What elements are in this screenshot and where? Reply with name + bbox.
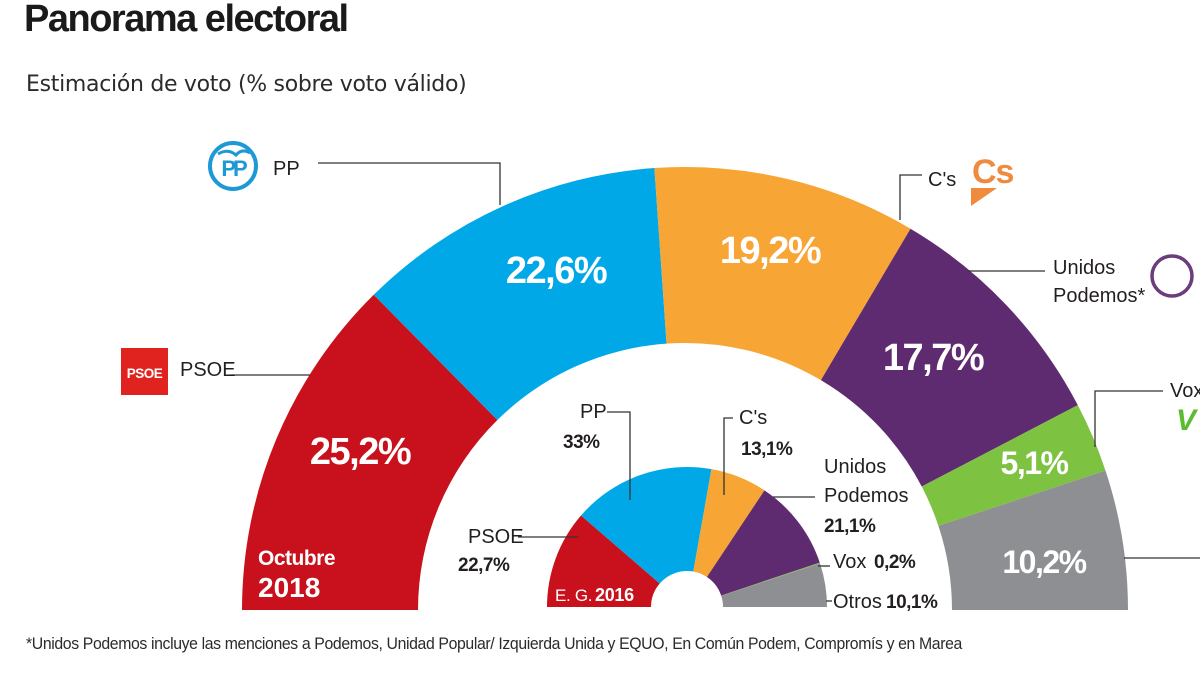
inner-value-psoe: 22,7% xyxy=(458,555,510,576)
value-label-cs-2018: 19,2% xyxy=(720,230,821,272)
inner-segment-pp xyxy=(580,466,712,584)
legend-label-vox: Vox xyxy=(1170,380,1200,402)
inner-segment-vox xyxy=(721,562,821,596)
inner-segment-unidos-podemos xyxy=(706,490,820,596)
inner-period-label-year: 2016 xyxy=(595,585,634,605)
inner-hemicycle-2016 xyxy=(547,466,827,607)
outer-segment-vox xyxy=(921,405,1106,526)
leader-vox-2018 xyxy=(1094,390,1163,447)
vox-logo-icon: V xyxy=(1176,404,1199,437)
inner-segment-psoe xyxy=(547,515,660,607)
leader-pp-2016 xyxy=(607,411,631,500)
psoe-logo-icon: PSOE xyxy=(121,348,168,395)
svg-text:PSOE: PSOE xyxy=(127,366,163,381)
inner-label-vox: Vox xyxy=(833,551,866,573)
outer-segment-unidos-podemos xyxy=(820,228,1078,487)
inner-label-otros: Otros xyxy=(833,591,882,613)
inner-label-podemos: Podemos xyxy=(824,485,909,507)
value-label-pp-2018: 22,6% xyxy=(506,250,607,292)
legend-label-unidos: Unidos xyxy=(1053,257,1115,279)
leader-cs-2016 xyxy=(723,417,733,495)
cs-logo-icon: Cs xyxy=(971,153,1015,206)
inner-label-pp: PP xyxy=(580,401,607,423)
legend-label-podemos: Podemos* xyxy=(1053,285,1145,307)
inner-label-psoe: PSOE xyxy=(468,526,524,548)
leader-pp-2018 xyxy=(318,162,501,205)
svg-text:V: V xyxy=(1176,404,1199,437)
inner-segment-c-s xyxy=(693,469,765,578)
outer-segment-psoe xyxy=(242,294,498,610)
podemos-logo-icon xyxy=(1150,254,1194,298)
period-label-year: 2018 xyxy=(258,572,320,603)
legend-label-psoe: PSOE xyxy=(180,359,236,381)
leader-cs-2018 xyxy=(899,174,922,220)
page-title: Panorama electoral xyxy=(24,0,349,40)
inner-segment-otros xyxy=(721,563,827,607)
inner-value-otros: 10,1% xyxy=(886,592,938,613)
inner-value-cs: 13,1% xyxy=(741,439,793,460)
svg-text:PP: PP xyxy=(221,156,247,181)
inner-value-vox: 0,2% xyxy=(874,552,916,573)
inner-value-podemos: 21,1% xyxy=(824,516,876,537)
legend-label-pp: PP xyxy=(273,158,300,180)
pp-logo-icon: PP xyxy=(208,141,258,191)
outer-segment-c-s xyxy=(654,167,911,381)
inner-label-cs: C's xyxy=(739,407,767,429)
outer-segment-pp xyxy=(373,168,667,421)
value-label-podemos-2018: 17,7% xyxy=(883,337,984,379)
inner-value-pp: 33% xyxy=(563,432,600,453)
inner-label-unidos: Unidos xyxy=(824,456,886,478)
value-label-otros-2018: 10,2% xyxy=(1002,544,1086,580)
period-label-month: Octubre xyxy=(258,547,335,570)
chart-subtitle: Estimación de voto (% sobre voto válido) xyxy=(26,72,467,97)
inner-period-label-prefix: E. G. xyxy=(555,586,592,605)
value-label-psoe-2018: 25,2% xyxy=(310,431,411,473)
svg-text:Cs: Cs xyxy=(972,153,1014,191)
outer-segment-otros xyxy=(938,470,1128,610)
footnote: *Unidos Podemos incluye las menciones a … xyxy=(26,634,962,653)
legend-label-cs: C's xyxy=(928,169,956,191)
outer-hemicycle-2018 xyxy=(242,167,1128,610)
value-label-vox-2018: 5,1% xyxy=(1001,445,1069,481)
